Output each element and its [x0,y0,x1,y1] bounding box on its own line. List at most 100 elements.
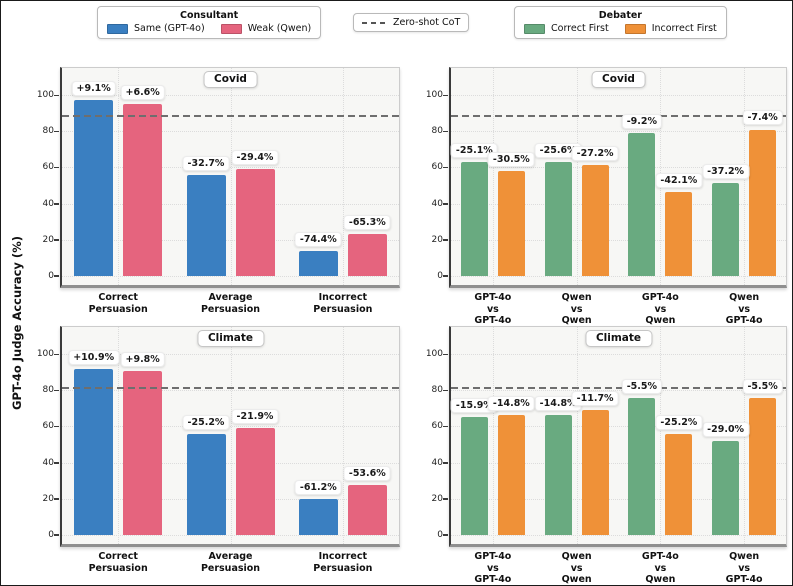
gridline-vertical [230,68,232,285]
gridline-horizontal [451,239,786,241]
subplot-title: Covid [203,71,258,88]
legend-item-consultant-1: Weak (Qwen) [220,23,312,34]
y-tick-mark [443,353,448,356]
y-tick-label: 80 [431,385,443,396]
y-tick-label: 60 [431,421,443,432]
x-tick-label: Qwen vs Qwen [562,292,592,327]
bar-value-label: -29.4% [231,150,279,166]
y-tick-mark [443,275,448,277]
x-tick-label-line: GPT-4o [474,292,512,303]
bar-value-label: +9.1% [71,80,116,96]
legend-item-consultant-0: Same (GPT-4o) [107,23,205,34]
y-tick-mark [443,498,448,500]
bar-bottom-right-g3-s0 [712,440,740,535]
legend-consultant: Consultant Same (GPT-4o) Weak (Qwen) [97,6,322,39]
y-tick-label: 20 [42,234,54,245]
x-tick-label-line: Average [208,551,253,562]
bar-value-label: -21.9% [231,409,279,425]
x-tick-label-line: GPT-4o [474,574,512,585]
bar-value-label: -30.5% [487,152,535,168]
bar-bottom-right-g1-s0 [544,415,572,535]
y-tick-label: 0 [48,529,54,540]
y-tick-mark [443,239,448,241]
x-tick-label-line: Qwen [645,315,676,326]
x-tick-label: Incorrect Persuasion [313,551,372,574]
legend-consultant-items: Same (GPT-4o) Weak (Qwen) [107,23,311,34]
y-tick-label: 100 [425,349,443,360]
legend-item-debater-0: Correct First [524,23,609,34]
y-tick-label: 40 [42,457,54,468]
bar-bottom-right-g0-s1 [497,415,525,535]
dashed-line-icon [362,21,386,24]
legend-swatch-icon [624,23,646,34]
bar-top-right-g3-s1 [749,129,777,276]
bar-top-left-g0-s1 [123,104,163,276]
bar-value-label: +6.6% [120,85,165,101]
x-tick-label-line: GPT-4o [641,292,679,303]
gridline-vertical [492,68,494,285]
y-tick-mark [54,425,59,428]
legend-item-label: Correct First [551,23,609,34]
y-tick-label: 80 [42,385,54,396]
gridline-vertical [660,327,662,544]
bar-value-label: -14.8% [487,396,535,412]
x-tick-label-line: vs [738,303,751,315]
y-tick-mark [54,534,59,536]
y-tick-mark [54,275,59,277]
gridline-vertical [118,327,120,544]
zero-shot-cot-line [451,387,786,390]
legend-swatch-icon [524,23,545,34]
y-tick-mark [54,203,59,205]
gridline-vertical [576,327,578,544]
gridline-horizontal [451,390,786,392]
x-tick-label: GPT-4o vs GPT-4o [474,292,511,327]
y-tick-label: 80 [42,126,54,137]
y-tick-mark [54,130,59,133]
y-tick-label: 20 [42,493,54,504]
x-tick-label-line: Qwen [729,551,760,562]
legend-item-debater-1: Incorrect First [624,23,717,34]
x-tick-label: Incorrect Persuasion [313,292,372,315]
bar-value-label: -11.7% [571,390,619,406]
legend-swatch-icon [220,23,242,34]
x-tick-label-line: vs [654,562,667,574]
y-tick-label: 0 [437,529,443,540]
x-tick-label-line: Incorrect [318,551,368,562]
x-tick-label-line: GPT-4o [641,551,679,562]
y-tick-mark [54,462,59,464]
x-tick-label-line: Persuasion [200,562,261,574]
x-tick-label-line: GPT-4o [725,574,763,585]
x-tick-label-line: Persuasion [200,303,261,315]
y-tick-mark [54,353,59,356]
x-tick-label-line: Correct [98,551,138,562]
gridline-vertical [118,68,120,285]
x-tick-label-line: GPT-4o [474,551,512,562]
gridline-horizontal [451,426,786,428]
y-tick-label: 40 [431,457,443,468]
subplot-top-left: 0 20 40 60 80 100 +9.1% -32.7% -74.4% +6.6% -29.4%… [37,67,400,315]
bar-value-label: -61.2% [294,480,342,496]
x-tick-label-line: vs [486,562,499,574]
legend-zero-shot-label: Zero-shot CoT [393,17,461,28]
y-tick-label: 100 [36,90,54,101]
bar-value-label: -65.3% [343,215,391,231]
zero-shot-cot-line [62,387,399,390]
bar-top-left-g0-s0 [74,99,114,276]
bar-value-label: -9.2% [621,113,663,129]
bar-bottom-right-g3-s1 [749,398,777,535]
legend-item-label: Weak (Qwen) [247,23,312,34]
x-tick-label-line: Qwen [561,292,592,303]
bar-value-label: -14.8% [534,396,582,412]
bar-top-right-g0-s0 [460,161,488,276]
x-tick-label: Qwen vs GPT-4o [726,292,763,327]
bar-value-label: -53.6% [343,466,391,482]
bar-value-label: -7.4% [742,110,783,126]
x-tick-label: GPT-4o vs GPT-4o [474,551,512,585]
y-tick-label: 100 [36,349,54,360]
bar-value-label: -32.7% [182,156,230,172]
bar-top-left-g1-s1 [235,169,275,276]
bar-top-right-g2-s1 [665,192,693,276]
x-tick-label-line: Average [208,292,253,303]
bar-top-right-g0-s1 [497,171,525,276]
bar-value-label: +10.9% [68,349,120,365]
